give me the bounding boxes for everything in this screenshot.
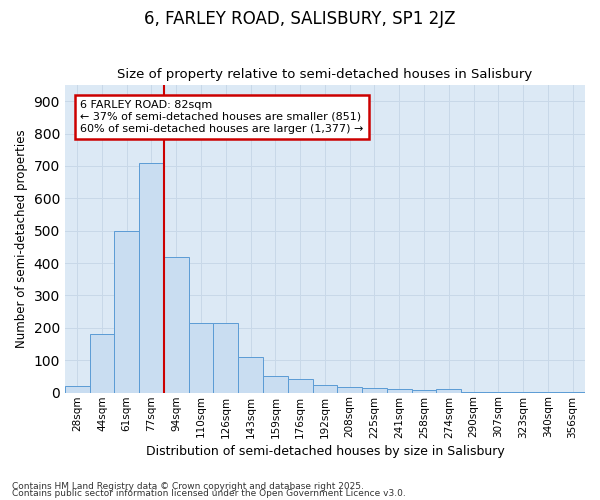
Bar [65,386,89,392]
Bar [436,390,461,392]
Text: 6 FARLEY ROAD: 82sqm
← 37% of semi-detached houses are smaller (851)
60% of semi: 6 FARLEY ROAD: 82sqm ← 37% of semi-detac… [80,100,364,134]
Bar [337,387,362,392]
Text: 6, FARLEY ROAD, SALISBURY, SP1 2JZ: 6, FARLEY ROAD, SALISBURY, SP1 2JZ [144,10,456,28]
Title: Size of property relative to semi-detached houses in Salisbury: Size of property relative to semi-detach… [117,68,533,81]
Bar [214,323,238,392]
Bar [164,256,188,392]
Bar [288,379,313,392]
Bar [387,390,412,392]
Y-axis label: Number of semi-detached properties: Number of semi-detached properties [15,130,28,348]
Bar [362,388,387,392]
Bar [139,162,164,392]
Text: Contains HM Land Registry data © Crown copyright and database right 2025.: Contains HM Land Registry data © Crown c… [12,482,364,491]
Bar [188,323,214,392]
Text: Contains public sector information licensed under the Open Government Licence v3: Contains public sector information licen… [12,490,406,498]
X-axis label: Distribution of semi-detached houses by size in Salisbury: Distribution of semi-detached houses by … [146,444,504,458]
Bar [89,334,115,392]
Bar [263,376,288,392]
Bar [412,390,436,392]
Bar [238,357,263,392]
Bar [115,230,139,392]
Bar [313,384,337,392]
